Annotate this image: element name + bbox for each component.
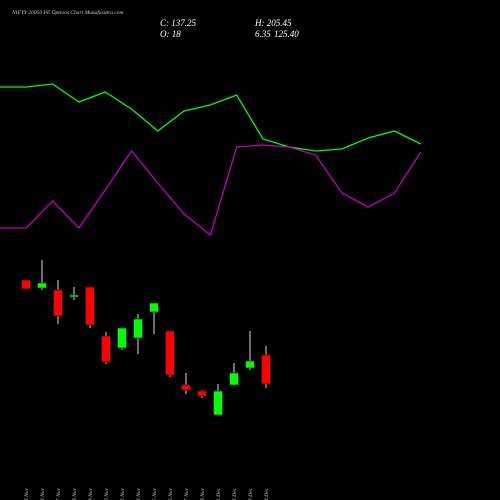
indicator-line xyxy=(0,144,422,237)
candle-body xyxy=(181,384,191,391)
x-tick-label: 25 Nov xyxy=(152,487,158,500)
x-tick-label: 02 Dec xyxy=(232,487,238,500)
candle-body xyxy=(69,294,79,298)
candle-body xyxy=(197,390,207,397)
x-tick-label: 28 Nov xyxy=(200,487,206,500)
x-tick-label: 19 Nov xyxy=(88,487,94,500)
open-label: O: 18 xyxy=(160,29,181,39)
x-tick-label: 03 Dec xyxy=(248,487,254,500)
indicator-line xyxy=(0,83,422,152)
candle-body xyxy=(117,327,127,349)
low-label: 6.35 xyxy=(255,29,271,39)
candle-body xyxy=(261,354,271,385)
x-tick-label: 17 Nov xyxy=(56,487,62,500)
candle-body xyxy=(53,289,63,317)
x-tick-label: 26 Nov xyxy=(168,487,174,500)
candle-body xyxy=(101,335,111,363)
candle-body xyxy=(213,390,223,416)
candle-body xyxy=(37,282,47,289)
candle-body xyxy=(165,330,175,376)
x-tick-label: 21 Nov xyxy=(120,487,126,500)
candle-body xyxy=(245,360,255,369)
x-tick-label: 20 Nov xyxy=(104,487,110,500)
x-tick-label: 12 Nov xyxy=(24,487,30,500)
high-label: H: 205.45 xyxy=(254,18,292,28)
x-tick-label: 14 Nov xyxy=(39,487,46,500)
x-tick-label: 18 Nov xyxy=(72,487,78,500)
x-tick-label: 01 Dec xyxy=(216,487,222,500)
x-tick-label: 27 Nov xyxy=(184,487,190,500)
x-tick-label: 24 Nov xyxy=(135,487,142,500)
candle-body xyxy=(133,318,143,339)
candle-body xyxy=(21,279,31,290)
candle-body xyxy=(149,302,159,313)
x-tick-label: 04 Dec xyxy=(263,487,270,500)
candle-body xyxy=(85,286,95,326)
close-label: C: 137.25 xyxy=(160,18,197,28)
candle-body xyxy=(229,372,239,386)
chart-title: NIFTY 26050 PE Options Chart Munafasutra… xyxy=(11,9,124,16)
extra-label: 125.40 xyxy=(274,29,299,39)
